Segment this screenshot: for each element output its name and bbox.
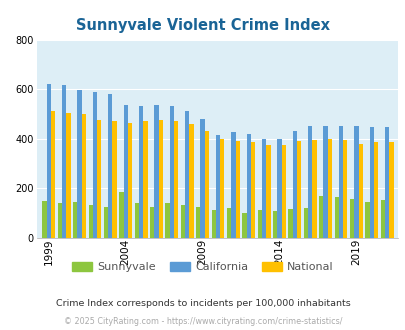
Bar [204,131,209,238]
Bar [292,131,296,238]
Bar [303,208,307,238]
Bar [134,203,139,238]
Bar [215,135,220,238]
Bar [77,90,81,238]
Bar [165,203,169,238]
Bar [123,105,128,238]
Bar [277,139,281,238]
Bar [119,192,123,238]
Bar [108,94,112,238]
Bar [62,85,66,238]
Bar [281,145,285,238]
Bar [73,202,77,238]
Legend: Sunnyvale, California, National: Sunnyvale, California, National [68,257,337,277]
Bar [364,202,369,238]
Bar [235,141,239,238]
Bar [139,106,143,238]
Bar [342,140,347,238]
Bar [220,139,224,238]
Bar [128,122,132,238]
Bar [226,208,230,238]
Bar [104,207,108,238]
Bar [189,124,193,238]
Bar [353,126,358,238]
Bar [272,211,277,238]
Bar [246,134,250,238]
Bar [358,144,362,238]
Bar [296,141,301,238]
Bar [158,120,162,238]
Text: Sunnyvale Violent Crime Index: Sunnyvale Violent Crime Index [76,18,329,33]
Bar [149,207,154,238]
Bar [58,203,62,238]
Bar [373,142,377,238]
Bar [334,197,338,238]
Bar [257,210,261,238]
Bar [384,127,388,238]
Bar [93,92,97,238]
Bar [112,121,117,238]
Bar [266,145,270,238]
Bar [66,113,70,238]
Bar [47,84,51,238]
Bar [307,126,311,238]
Bar [97,120,101,238]
Text: Crime Index corresponds to incidents per 100,000 inhabitants: Crime Index corresponds to incidents per… [55,299,350,308]
Bar [349,199,353,238]
Bar [327,139,331,238]
Bar [88,205,93,238]
Bar [230,132,235,238]
Bar [380,200,384,238]
Bar [288,209,292,238]
Bar [338,126,342,238]
Bar [318,195,323,238]
Bar [388,142,392,238]
Bar [154,105,158,238]
Bar [242,213,246,238]
Bar [174,121,178,238]
Bar [200,119,204,238]
Bar [196,207,200,238]
Bar [81,114,86,238]
Bar [180,205,185,238]
Bar [42,201,47,238]
Text: © 2025 CityRating.com - https://www.cityrating.com/crime-statistics/: © 2025 CityRating.com - https://www.city… [64,317,341,326]
Bar [185,112,189,238]
Bar [143,121,147,238]
Bar [261,139,266,238]
Bar [369,127,373,238]
Bar [311,140,316,238]
Bar [51,112,55,238]
Bar [169,106,174,238]
Bar [323,126,327,238]
Bar [250,142,255,238]
Bar [211,211,215,238]
